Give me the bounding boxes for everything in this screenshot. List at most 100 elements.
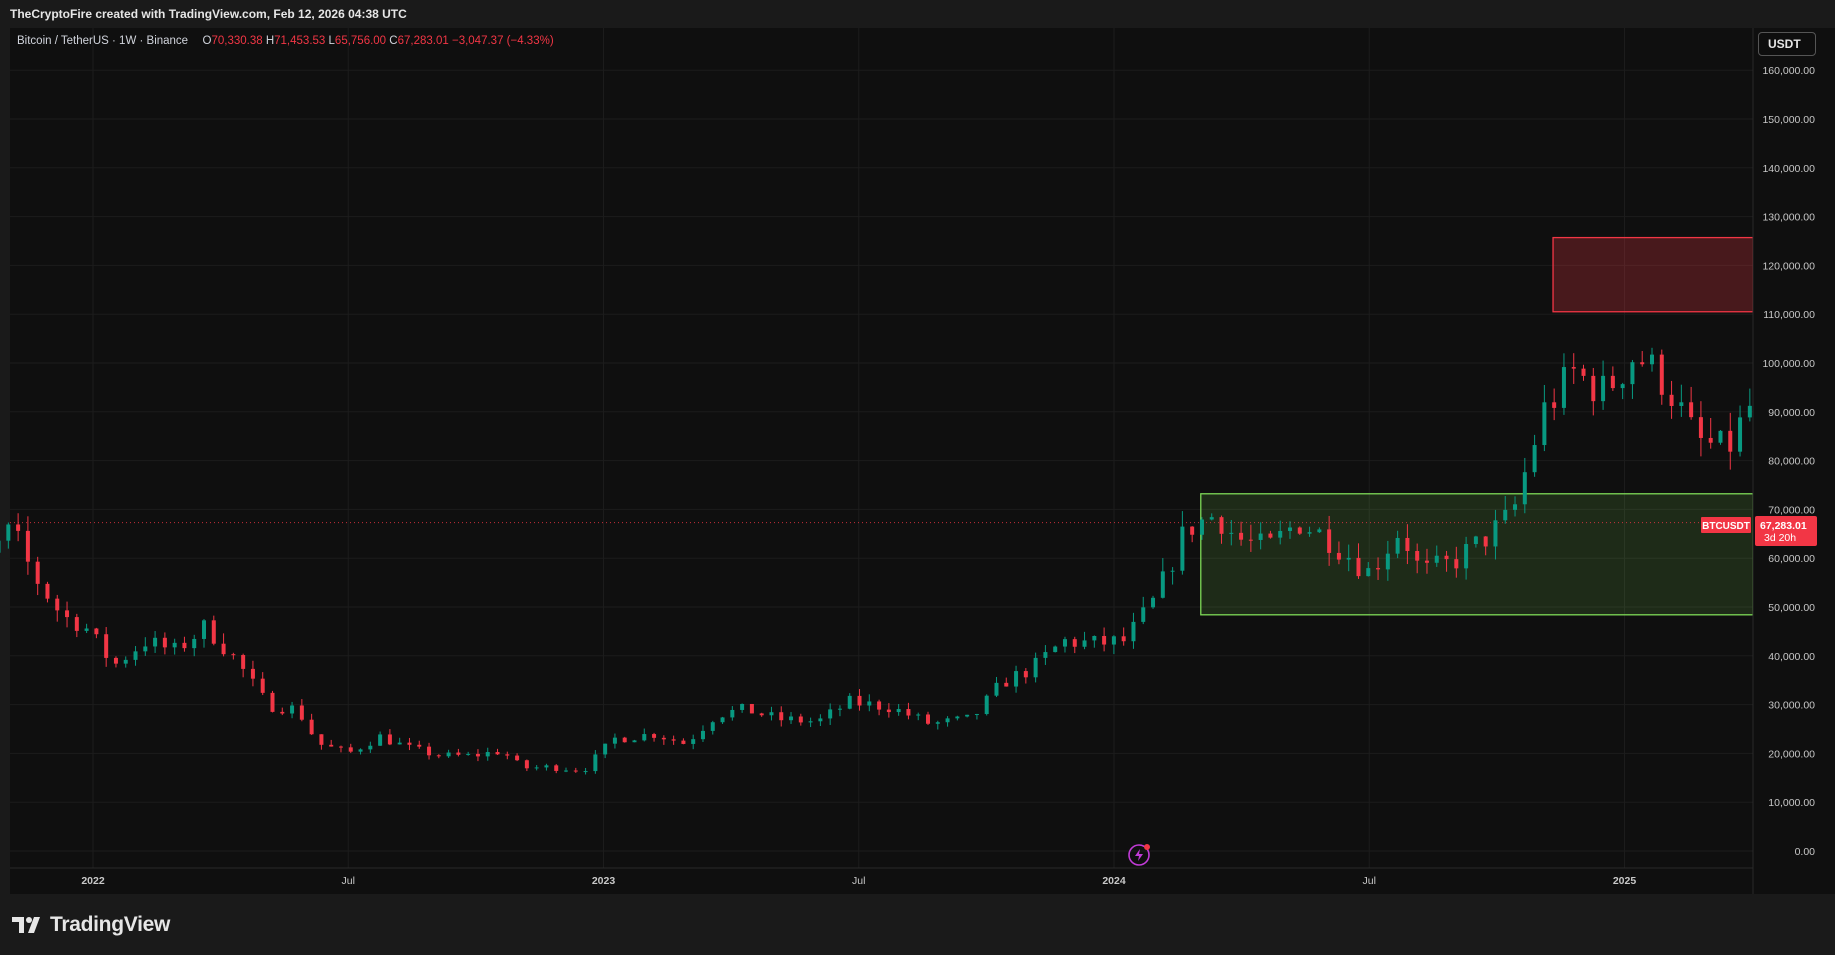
time-tick-label: 2024	[1102, 875, 1126, 887]
candle-body	[808, 721, 813, 723]
candle-body	[554, 765, 559, 771]
symbol-info[interactable]: Bitcoin / TetherUS · 1W · Binance	[17, 35, 189, 47]
candle-body	[1738, 417, 1743, 452]
candle-body	[1649, 354, 1654, 365]
last-price-tag: BTCUSDT 67,283.01 3d 20h	[1701, 516, 1817, 546]
candle-body	[446, 752, 451, 757]
candle-body	[877, 701, 882, 710]
candle-body	[652, 734, 657, 738]
time-tick-label: Jul	[1363, 875, 1376, 887]
candle-body	[270, 692, 275, 712]
candle-body	[1239, 532, 1244, 540]
candle-body	[172, 642, 177, 648]
candle-body	[1669, 394, 1674, 406]
candle-body	[1121, 636, 1126, 642]
candle-body	[1092, 636, 1097, 641]
support-zone[interactable]	[1200, 493, 1754, 616]
time-tick-label: 2025	[1613, 875, 1637, 887]
ohlc-legend[interactable]: Bitcoin / TetherUS · 1W · Binance O70,33…	[17, 35, 554, 47]
candle-body	[182, 642, 187, 649]
candle-body	[456, 752, 461, 755]
candle-body	[407, 742, 412, 745]
candle-body	[290, 705, 295, 714]
low-label: L	[328, 35, 335, 47]
candle-body	[867, 701, 872, 706]
candle-body	[1718, 430, 1723, 443]
time-tick-label: 2023	[592, 875, 616, 887]
price-tag-value: 67,283.01	[1760, 520, 1807, 532]
candle-body	[1356, 557, 1361, 577]
candle-body	[965, 714, 970, 717]
candle-body	[974, 714, 979, 716]
candle-body	[1581, 368, 1586, 376]
candle-body	[1728, 430, 1733, 452]
candle-body	[45, 583, 50, 599]
candle-body	[1180, 526, 1185, 571]
candle-body	[368, 745, 373, 750]
candle-body	[1630, 362, 1635, 385]
price-tick-label: 80,000.00	[1768, 456, 1815, 468]
candle-body	[1131, 621, 1136, 642]
zones	[10, 236, 1754, 616]
time-tick-label: Jul	[852, 875, 865, 887]
candle-body	[1268, 533, 1273, 538]
candle-body	[1297, 527, 1302, 534]
price-tick-label: 20,000.00	[1768, 748, 1815, 760]
price-tick-label: 60,000.00	[1768, 553, 1815, 565]
candle-body	[1503, 509, 1508, 521]
candle-body	[564, 770, 569, 772]
candle-body	[358, 749, 363, 752]
resistance-zone[interactable]	[1552, 236, 1754, 313]
candle-body	[202, 620, 207, 639]
candle-body	[348, 747, 353, 752]
candle-body	[94, 628, 99, 635]
candle-body	[749, 703, 754, 714]
candle-body	[1552, 402, 1557, 408]
candle-body	[1141, 607, 1146, 622]
price-tick-label: 160,000.00	[1762, 65, 1815, 77]
lightning-icon[interactable]	[1128, 844, 1150, 866]
candle-body	[397, 742, 402, 745]
candle-body	[798, 716, 803, 723]
candle-body	[769, 712, 774, 716]
candle-body	[1151, 597, 1156, 608]
candle-body	[1307, 532, 1312, 534]
candle-body	[544, 765, 549, 768]
candle-body	[299, 705, 304, 720]
candle-body	[250, 668, 255, 679]
candle-body	[25, 530, 30, 562]
candle-body	[759, 713, 764, 716]
candle-body	[632, 740, 637, 743]
candle-body	[1620, 384, 1625, 389]
candle-body	[1405, 537, 1410, 552]
candle-body	[35, 561, 40, 584]
candle-body	[573, 770, 578, 772]
candle-body	[1473, 536, 1478, 545]
candle-body	[6, 524, 11, 541]
candle-body	[55, 598, 60, 611]
candle-body	[1542, 402, 1547, 446]
candle-body	[1219, 517, 1224, 534]
price-tick-label: 10,000.00	[1768, 797, 1815, 809]
tradingview-wordmark: TradingView	[50, 913, 171, 936]
candle-body	[378, 734, 383, 746]
tradingview-logo-icon	[12, 917, 40, 933]
price-tag-countdown: 3d 20h	[1764, 532, 1796, 544]
candle-body	[837, 708, 842, 710]
candle-body	[1160, 571, 1165, 598]
candle-body	[1229, 532, 1234, 534]
candle-body	[534, 767, 539, 769]
price-tag-bg	[1755, 516, 1817, 546]
low-value: 65,756.00	[334, 35, 387, 47]
candle-body	[691, 739, 696, 744]
candle-body	[495, 752, 500, 755]
time-tick-label: Jul	[342, 875, 355, 887]
candle-body	[1248, 539, 1253, 541]
candle-body	[1043, 652, 1048, 658]
candle-body	[123, 659, 128, 664]
price-axis-panel[interactable]	[1753, 28, 1835, 894]
tradingview-logo[interactable]: TradingView	[12, 912, 170, 938]
currency-button[interactable]: USDT	[1758, 32, 1816, 56]
price-tick-label: 110,000.00	[1763, 309, 1815, 321]
